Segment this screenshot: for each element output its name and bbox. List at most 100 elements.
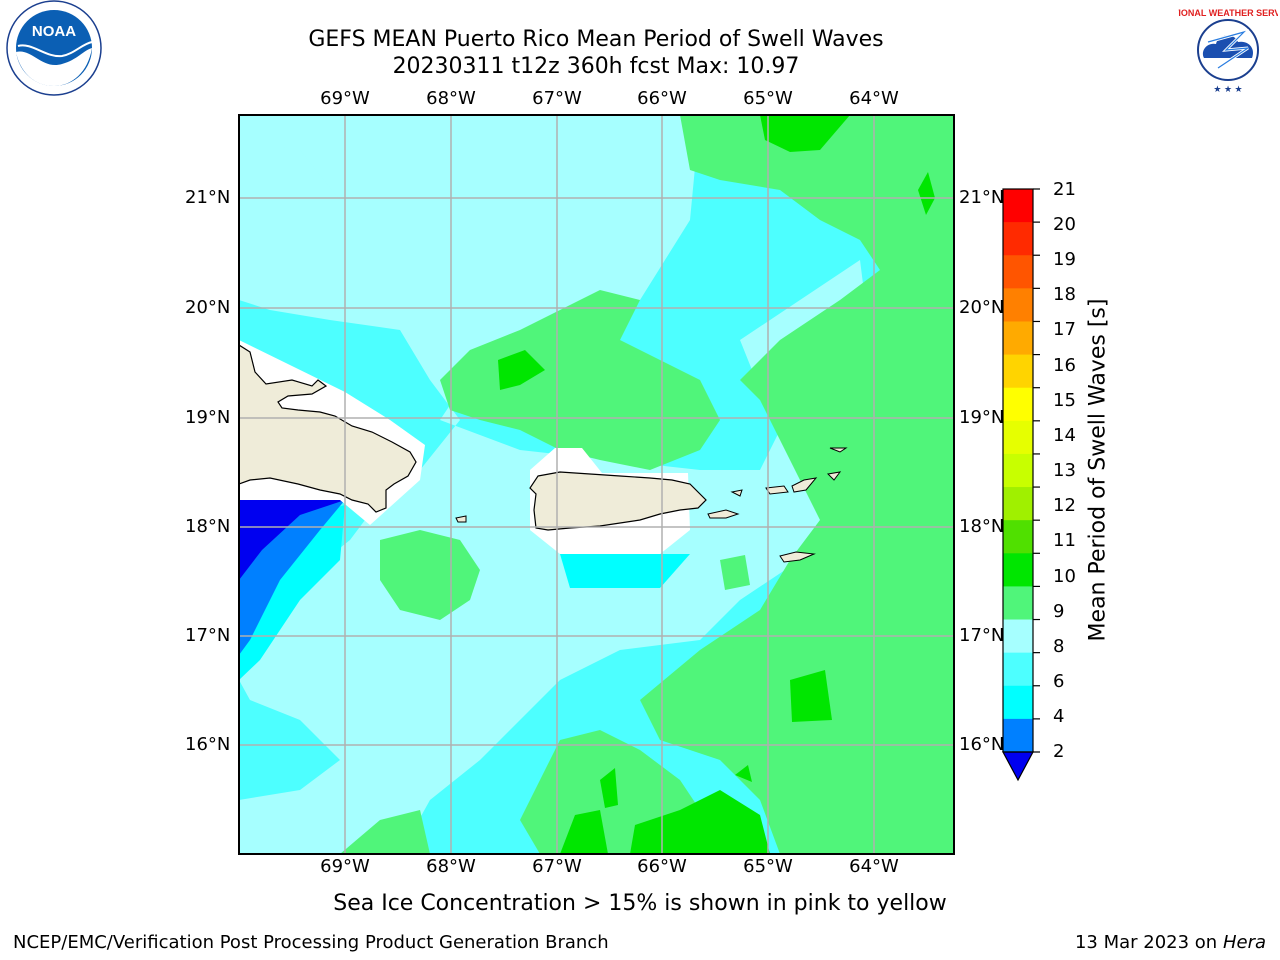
colorbar-tick-label: 10 (1053, 566, 1076, 587)
swell-zone-10-11 (735, 765, 752, 782)
lon-label-top: 65°W (743, 88, 793, 109)
colorbar-segment (1003, 255, 1033, 289)
lat-label-right: 18°N (959, 516, 1005, 537)
lon-label-bottom: 67°W (532, 856, 582, 877)
colorbar-title: Mean Period of Swell Waves [s] (1085, 298, 1111, 642)
colorbar-tick-label: 6 (1053, 671, 1065, 692)
swell-zone-10-11 (918, 172, 935, 215)
swell-zone-10-11 (560, 810, 608, 854)
land-island (765, 485, 789, 495)
colorbar-tick-label: 21 (1053, 179, 1076, 200)
colorbar-segment (1003, 420, 1033, 455)
land-island (730, 489, 743, 497)
land-island (791, 477, 818, 493)
swell-zone-10-11 (600, 768, 618, 808)
colorbar-segment (1003, 487, 1033, 521)
lon-label-bottom: 69°W (320, 856, 370, 877)
colorbar-segment (1003, 718, 1033, 753)
swell-zone-9-10 (715, 648, 745, 678)
lon-label-bottom: 66°W (637, 856, 687, 877)
sea-ice-note: Sea Ice Concentration > 15% is shown in … (333, 891, 947, 916)
nws-logo: NATIONAL WEATHER SERVICE ★ ★ ★ (1178, 4, 1278, 96)
footer-host: Hera (1222, 932, 1266, 953)
footer-date-text: 13 Mar 2023 on (1074, 932, 1218, 953)
colorbar-tick-label: 2 (1053, 741, 1065, 762)
lon-label-top: 66°W (637, 88, 687, 109)
colorbar-segment (1003, 520, 1033, 554)
colorbar-tick-label: 19 (1053, 249, 1076, 270)
lon-label-top: 69°W (320, 88, 370, 109)
lat-label-left: 16°N (185, 734, 231, 755)
colorbar-segment (1003, 288, 1033, 322)
lat-label-left: 19°N (185, 407, 231, 428)
swell-zone-lt-2 (239, 500, 345, 580)
colorbar-tick-label: 18 (1053, 284, 1076, 305)
lon-label-top: 67°W (532, 88, 582, 109)
colorbar-ticks (1033, 188, 1040, 753)
nws-logo-stars: ★ ★ ★ (1213, 84, 1242, 94)
colorbar-tick-label: 17 (1053, 319, 1076, 340)
swell-zone-10-11 (760, 115, 850, 152)
colorbar-segment (1003, 685, 1033, 720)
colorbar-tick-label: 16 (1053, 355, 1076, 376)
chart-title: GEFS MEAN Puerto Rico Mean Period of Swe… (308, 27, 884, 52)
lat-label-right: 16°N (959, 734, 1005, 755)
land-island (779, 551, 816, 563)
colorbar-tick-label: 11 (1053, 530, 1076, 551)
lon-label-top: 68°W (426, 88, 476, 109)
swell-zone-9-10 (440, 290, 720, 470)
land-island (707, 509, 740, 519)
colorbar-tick-label: 4 (1053, 706, 1065, 727)
swell-zone-10-11 (790, 670, 832, 722)
colorbar-segment (1003, 387, 1033, 422)
footer-date: 13 Mar 2023 on Hera (1075, 932, 1266, 953)
lat-label-left: 17°N (185, 625, 231, 646)
colorbar-segment (1003, 586, 1033, 621)
noaa-logo: NOAA (6, 0, 102, 96)
lon-label-bottom: 68°W (426, 856, 476, 877)
lat-label-right: 21°N (959, 187, 1005, 208)
lat-label-right: 17°N (959, 625, 1005, 646)
lat-label-right: 20°N (959, 297, 1005, 318)
swell-zone-8-9 (239, 115, 700, 300)
footer-branch: NCEP/EMC/Verification Post Processing Pr… (13, 932, 609, 953)
swell-zone-10-11 (630, 790, 770, 854)
colorbar-segment (1003, 619, 1033, 654)
swell-zone-9-10 (340, 810, 430, 854)
colorbar-tick-label: 20 (1053, 214, 1076, 235)
colorbar-segment (1003, 354, 1033, 389)
colorbar-segment (1003, 453, 1033, 488)
lon-label-top: 64°W (849, 88, 899, 109)
lat-label-right: 19°N (959, 407, 1005, 428)
swell-zone-9-10 (380, 530, 480, 620)
colorbar-tick-label: 13 (1053, 460, 1076, 481)
colorbar-tick-label: 9 (1053, 601, 1065, 622)
map-fill-layers (239, 115, 954, 854)
colorbar-tick-label: 12 (1053, 495, 1076, 516)
lon-label-bottom: 65°W (743, 856, 793, 877)
colorbar (1003, 189, 1033, 753)
noaa-logo-text: NOAA (32, 23, 76, 40)
swell-zone-9-10 (720, 555, 750, 590)
lat-label-left: 21°N (185, 187, 231, 208)
colorbar-tick-label: 15 (1053, 390, 1076, 411)
colorbar-segment (1003, 222, 1033, 256)
land-island (826, 471, 842, 481)
colorbar-segment (1003, 652, 1033, 687)
land-island (829, 447, 848, 453)
swell-zone-6-8 (560, 554, 690, 588)
chart-subtitle: 20230311 t12z 360h fcst Max: 10.97 (392, 54, 800, 79)
colorbar-frame (1002, 188, 1034, 753)
land-island (455, 515, 467, 523)
lat-label-left: 18°N (185, 516, 231, 537)
colorbar-segment (1003, 189, 1033, 223)
lat-label-left: 20°N (185, 297, 231, 318)
land-hispaniola (239, 344, 417, 513)
colorbar-segment (1003, 321, 1033, 356)
map-graticule (239, 115, 954, 854)
colorbar-extend-arrow (1001, 751, 1035, 782)
map-frame (238, 114, 955, 855)
colorbar-tick-label: 8 (1053, 636, 1065, 657)
colorbar-segment (1003, 553, 1033, 587)
